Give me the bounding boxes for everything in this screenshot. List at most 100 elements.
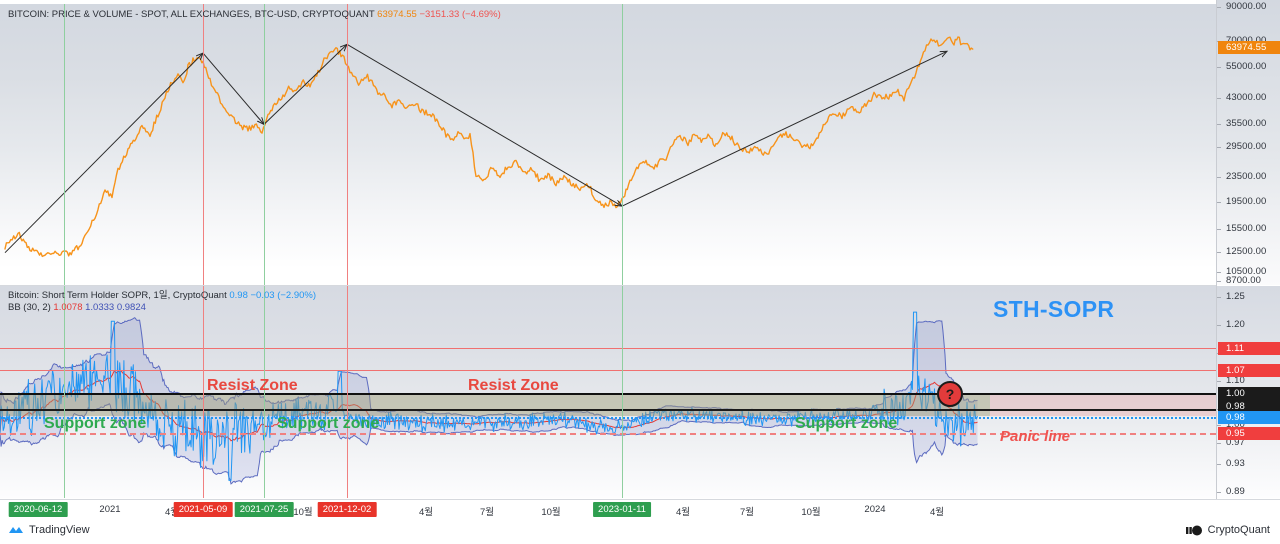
time-axis-tick: 4월 xyxy=(164,507,180,518)
price-axis[interactable]: 90000.0070000.0055000.0043000.0035500.00… xyxy=(1216,0,1280,518)
annotation-resist-zone-2: Resist Zone xyxy=(468,377,559,394)
bb-label: BB (30, 2) xyxy=(8,302,51,313)
vline-2021-12-02 xyxy=(347,286,348,498)
annotation-resist-zone-1: Resist Zone xyxy=(207,377,298,394)
trend-arrow-4 xyxy=(621,51,947,207)
sopr-axis-tick: 0.89 xyxy=(1217,486,1280,498)
vline-2021-05-09 xyxy=(203,286,204,498)
level-pill-0.98-4: 0.98 xyxy=(1218,411,1280,424)
level-pill-1.11-0: 1.11 xyxy=(1218,342,1280,355)
time-axis-tick: 4월 xyxy=(418,507,434,518)
trend-arrow-1 xyxy=(202,52,264,124)
price-last-value: 63974.55 xyxy=(377,9,417,20)
price-legend[interactable]: BITCOIN: PRICE & VOLUME - SPOT, ALL EXCH… xyxy=(8,9,501,20)
time-axis-badge[interactable]: 2021-07-25 xyxy=(234,502,294,517)
annotation-panic-line: Panic line xyxy=(1000,428,1071,445)
sopr-axis-tick: 0.97 xyxy=(1217,437,1280,449)
price-axis-tick: 15500.00 xyxy=(1217,223,1280,235)
sopr-legend-title: Bitcoin: Short Term Holder SOPR, 1일, Cry… xyxy=(8,290,227,301)
time-axis-badge[interactable]: 2020-06-12 xyxy=(8,502,68,517)
vline-price-2021-05-09 xyxy=(203,4,204,285)
level-pill-0.98-3: 0.98 xyxy=(1218,400,1280,413)
price-axis-tick: 10500.00 xyxy=(1217,266,1280,278)
hline-0-98-black xyxy=(0,409,1216,411)
pane-divider xyxy=(0,285,1280,286)
level-pill-1.00-2: 1.00 xyxy=(1218,387,1280,400)
time-axis-tick: 2021 xyxy=(99,504,121,515)
current-price-pill: 63974.55 xyxy=(1218,41,1280,54)
time-axis-badge[interactable]: 2023-01-11 xyxy=(593,502,651,517)
trend-arrow-3 xyxy=(346,43,622,206)
tradingview-logo-icon xyxy=(8,524,24,536)
time-axis-tick: 2024 xyxy=(864,504,886,515)
bb-basis-value: 1.0078 xyxy=(53,302,83,313)
price-series-svg xyxy=(4,36,974,258)
footer: TradingView CryptoQuant xyxy=(0,521,1280,544)
time-axis[interactable]: 2021 4월 10월 4월 7월 10월 4월 7월 10월 2024 4월 2020-06-12 2… xyxy=(0,499,1280,521)
trend-arrow-2 xyxy=(263,44,347,125)
time-axis-tick: 7월 xyxy=(739,507,755,518)
price-axis-tick: 19500.00 xyxy=(1217,196,1280,208)
annotation-support-zone-3: Support zone xyxy=(795,415,898,432)
tradingview-label: TradingView xyxy=(29,524,90,536)
time-axis-tick: 4월 xyxy=(929,507,945,518)
trend-arrow-0 xyxy=(4,53,203,254)
price-axis-tick: 43000.00 xyxy=(1217,92,1280,104)
time-axis-tick: 10월 xyxy=(541,507,561,518)
price-axis-tick: 12500.00 xyxy=(1217,246,1280,258)
annotation-support-zone-2: Support zone xyxy=(277,415,380,432)
price-axis-tick: 23500.00 xyxy=(1217,171,1280,183)
sopr-change-abs: −0.03 xyxy=(250,290,275,301)
level-pill-0.95-5: 0.95 xyxy=(1218,427,1280,440)
time-axis-badge[interactable]: 2021-05-09 xyxy=(173,502,233,517)
sopr-axis-tick: 1.20 xyxy=(1217,319,1280,331)
time-axis-tick: 10월 xyxy=(293,507,313,518)
time-axis-badge[interactable]: 2021-12-02 xyxy=(317,502,377,517)
hline-1-07 xyxy=(0,370,1216,371)
vline-2021-07-25 xyxy=(264,286,265,498)
sopr-chart-pane[interactable] xyxy=(0,286,1216,498)
vline-price-2020-06-12 xyxy=(64,4,65,285)
bb-lower-value: 0.9824 xyxy=(116,302,146,313)
hline-0-98-blue-dotted xyxy=(0,417,1216,419)
price-axis-tick: 35500.00 xyxy=(1217,118,1280,130)
sopr-legend[interactable]: Bitcoin: Short Term Holder SOPR, 1일, Cry… xyxy=(8,290,316,313)
sopr-axis-tick: 1.10 xyxy=(1217,375,1280,387)
price-chart-pane[interactable] xyxy=(0,4,1216,285)
sopr-axis-tick: 0.93 xyxy=(1217,458,1280,470)
price-change-abs: −3151.33 xyxy=(419,9,460,20)
price-axis-tick: 55000.00 xyxy=(1217,61,1280,73)
time-axis-tick: 4월 xyxy=(675,507,691,518)
vline-price-2021-07-25 xyxy=(264,4,265,285)
time-axis-tick: 10월 xyxy=(801,507,821,518)
bb-upper-value: 1.0333 xyxy=(85,302,115,313)
hline-1-11 xyxy=(0,348,1216,349)
price-legend-title: BITCOIN: PRICE & VOLUME - SPOT, ALL EXCH… xyxy=(8,9,375,20)
vline-price-2021-12-02 xyxy=(347,4,348,285)
question-mark-marker[interactable]: ? xyxy=(937,381,963,407)
price-axis-tick: 29500.00 xyxy=(1217,141,1280,153)
cryptoquant-logo-icon xyxy=(1185,525,1203,536)
bb-lower xyxy=(0,402,978,485)
vline-2023-01-11 xyxy=(622,286,623,498)
vline-2020-06-12 xyxy=(64,286,65,498)
sopr-change-pct: (−2.90%) xyxy=(277,290,316,301)
tradingview-brand[interactable]: TradingView xyxy=(8,524,90,536)
sopr-axis-tick: 1.25 xyxy=(1217,291,1280,303)
hline-1-00 xyxy=(0,393,1216,395)
cryptoquant-label: CryptoQuant xyxy=(1207,524,1270,536)
vline-price-2023-01-11 xyxy=(622,4,623,285)
sopr-last-value: 0.98 xyxy=(229,290,248,301)
sopr-axis-tick: 1.00 xyxy=(1217,419,1280,431)
price-axis-tick: 90000.00 xyxy=(1217,1,1280,13)
price-change-pct: (−4.69%) xyxy=(461,9,501,20)
cryptoquant-brand[interactable]: CryptoQuant xyxy=(1185,524,1270,536)
time-axis-tick: 7월 xyxy=(479,507,495,518)
hline-0-95-panic-dashed xyxy=(0,433,1216,435)
price-axis-tick: 8700.00 xyxy=(1217,275,1280,287)
annotation-support-zone-1: Support zone xyxy=(44,415,147,432)
support-zone-band xyxy=(0,393,990,416)
level-pill-1.07-1: 1.07 xyxy=(1218,364,1280,377)
annotation-sth-sopr-title: STH-SOPR xyxy=(993,296,1115,322)
